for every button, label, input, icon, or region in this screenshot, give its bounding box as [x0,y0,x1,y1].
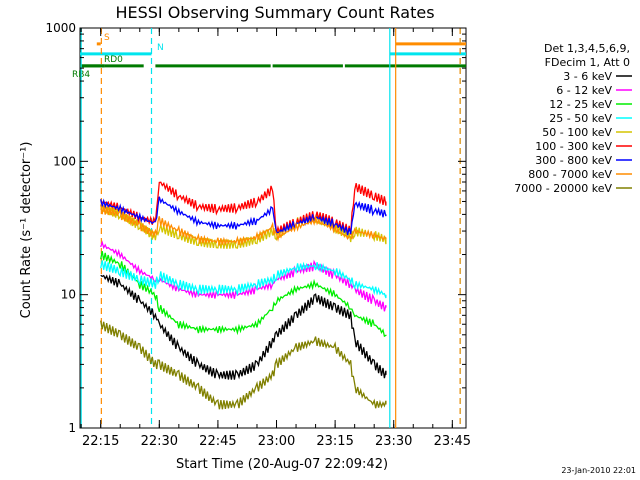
x-tick-label: 23:15 [316,434,353,449]
series-line-5 [100,181,387,235]
x-tick-label: 22:30 [141,434,178,449]
series-line-1 [100,240,387,312]
flag-label-s: S [104,33,110,43]
y-tick-label: 1000 [45,21,76,35]
plot-frame [79,27,467,429]
series-line-7 [100,204,387,247]
y-tick-label: 1 [68,421,76,435]
legend-label: 6 - 12 keV [556,84,612,97]
series-layer [100,181,387,410]
y-tick-label: 10 [61,288,76,302]
series-line-6 [100,196,387,236]
y-axis-ticks: 1 10 100 1000 [45,21,466,435]
flag-bars: SNRD0RB4 [72,33,466,80]
x-axis-ticks: 22:15 22:30 22:45 23:00 23:15 23:30 23:45 [80,28,471,449]
legend-label: 7000 - 20000 keV [514,182,612,195]
chart-title: HESSI Observing Summary Count Rates [115,3,434,22]
y-tick-label: 100 [53,154,76,168]
x-tick-label: 23:00 [258,434,295,449]
x-tick-label: 22:45 [199,434,236,449]
legend: Det 1,3,4,5,6,9,FDecim 1, Att 03 - 6 keV… [514,42,632,195]
series-line-3 [100,260,387,299]
flag-label-rd0: RD0 [104,55,123,65]
x-tick-label: 22:15 [82,434,119,449]
y-axis-label: Count Rate (s⁻¹ detector⁻¹) [19,142,34,319]
legend-label: 12 - 25 keV [549,98,612,111]
series-line-8 [100,320,387,410]
x-tick-label: 23:45 [434,434,471,449]
legend-label: 800 - 7000 keV [528,168,612,181]
legend-header: Det 1,3,4,5,6,9, [544,42,630,55]
legend-label: 25 - 50 keV [549,112,612,125]
legend-label: 50 - 100 keV [542,126,612,139]
x-axis-label: Start Time (20-Aug-07 22:09:42) [176,457,388,472]
x-tick-label: 23:30 [375,434,412,449]
legend-header: FDecim 1, Att 0 [545,56,630,69]
legend-label: 100 - 300 keV [535,140,612,153]
series-line-2 [100,250,387,338]
flag-label-n: N [157,43,164,53]
footer-date: 23-Jan-2010 22:01 [561,466,636,475]
legend-label: 300 - 800 keV [535,154,612,167]
legend-label: 3 - 6 keV [563,70,612,83]
series-line-0 [100,274,387,380]
